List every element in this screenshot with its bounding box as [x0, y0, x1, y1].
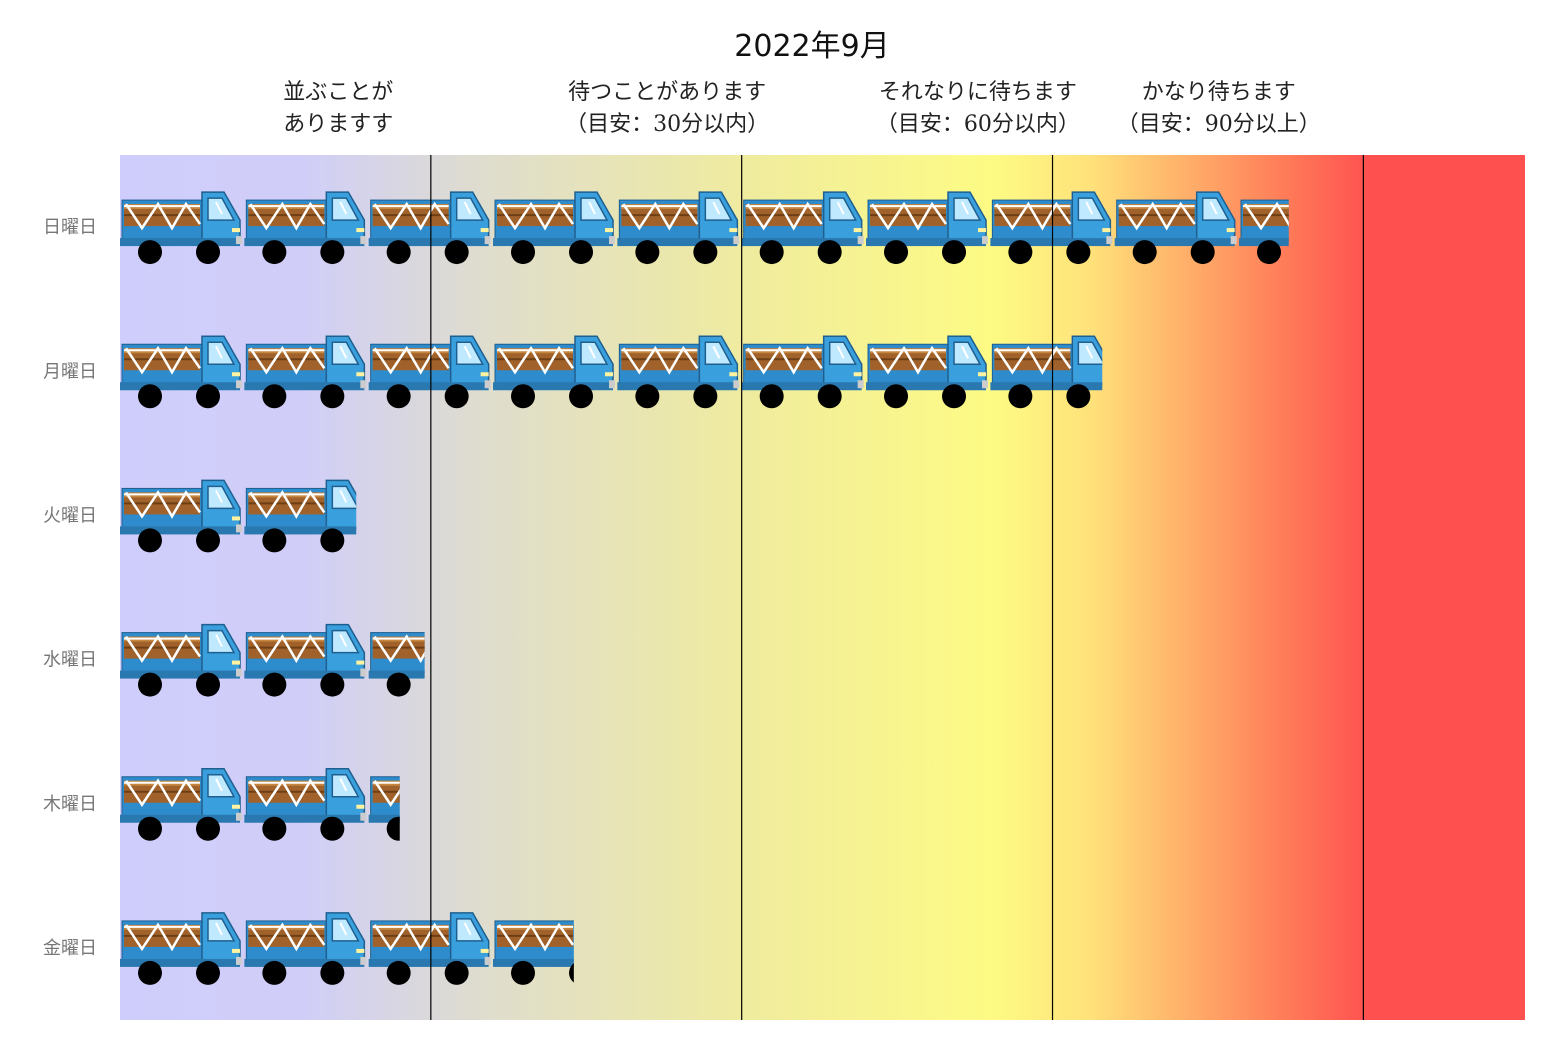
- chart-title: 2022年9月: [734, 29, 889, 64]
- zone-label: それなりに待ちます: [879, 80, 1077, 105]
- zone-dividers: [430, 155, 1364, 1020]
- day-label: 金曜日: [43, 938, 97, 959]
- day-label: 日曜日: [43, 217, 97, 238]
- zone-label: （目安：90分以上）: [1117, 112, 1321, 137]
- day-label: 木曜日: [43, 794, 97, 815]
- day-label: 水曜日: [43, 650, 97, 671]
- day-label: 月曜日: [43, 361, 97, 382]
- zone-label: かなり待ちます: [1142, 80, 1296, 105]
- zone-label: 待つことがあります: [568, 80, 766, 105]
- zone-label: 並ぶことが: [283, 80, 393, 105]
- plot-background: [120, 155, 1525, 1020]
- zone-label: ありますす: [283, 112, 393, 137]
- day-label: 火曜日: [43, 505, 97, 526]
- zone-label: （目安：30分以内）: [565, 112, 769, 137]
- zone-label: （目安：60分以内）: [876, 112, 1080, 137]
